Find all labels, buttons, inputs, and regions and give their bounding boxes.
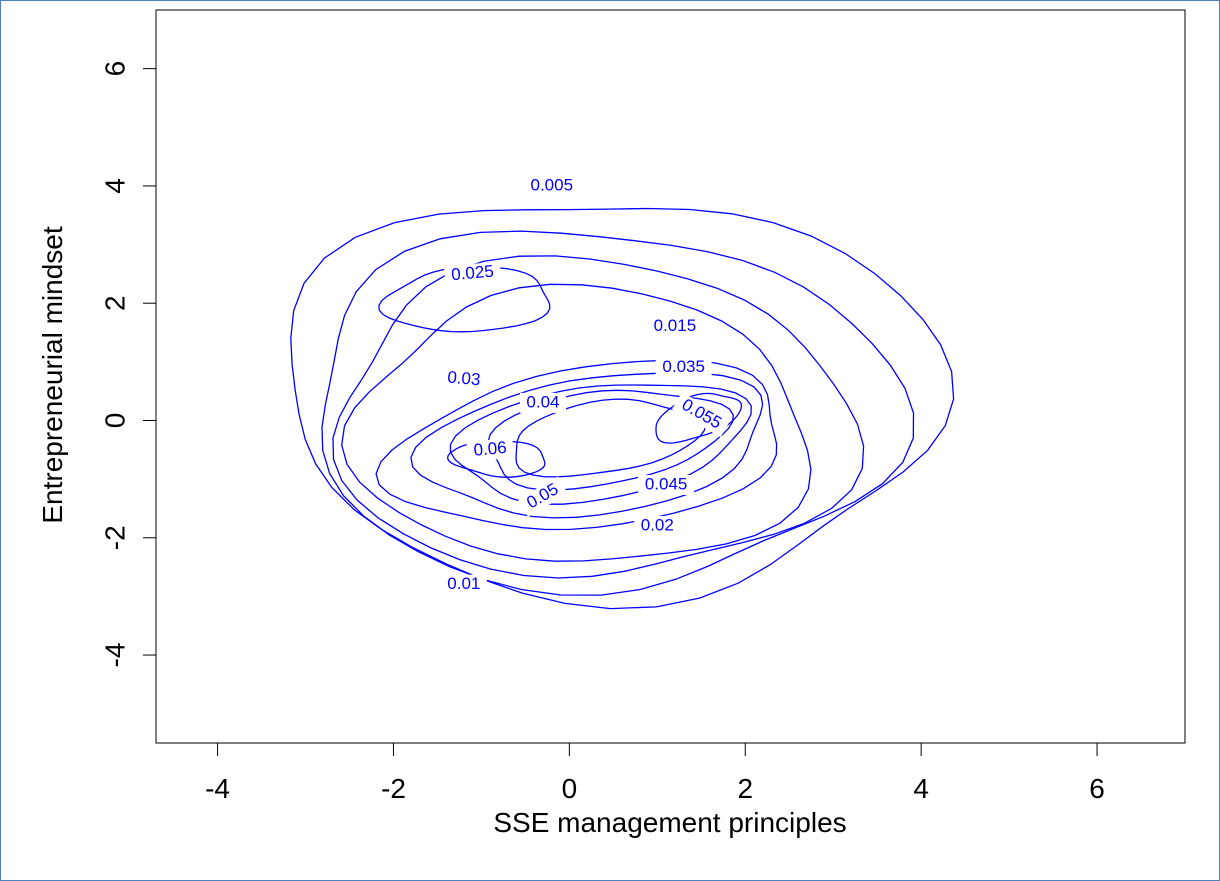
contour-line-0.03 (375, 359, 778, 531)
contour-label: 0.01 (447, 574, 480, 593)
y-tick-label: 2 (99, 295, 130, 311)
contour-label: 0.03 (447, 368, 482, 390)
contour-label: 0.02 (641, 516, 674, 535)
contour-label-bg (672, 391, 731, 438)
y-tick-label: -2 (99, 525, 130, 550)
contour-line-0.055 (655, 392, 743, 444)
y-axis-label: Entrepreneurial mindset (37, 226, 68, 523)
contour-labels: 0.005 0.025 0.015 0.035 0.03 0.04 0.055 0.06 0.0… (440, 175, 731, 595)
contour-label-bg (440, 574, 487, 595)
contour-label: 0.025 (451, 262, 495, 285)
contour-lines (290, 207, 955, 610)
contour-label-bg (440, 367, 488, 392)
contour-line-0.04 (449, 384, 752, 505)
contour-label: 0.04 (526, 392, 559, 411)
contour-line-0.06 (446, 440, 546, 478)
x-tick-label: 6 (1089, 773, 1105, 804)
contour-label: 0.035 (662, 357, 705, 376)
contour-label-bg (646, 316, 703, 337)
contour-line-0.05 (515, 398, 707, 478)
contour-label-bg (655, 357, 712, 378)
contour-line-0.025 (378, 266, 551, 333)
x-tick-label: 2 (737, 773, 753, 804)
contour-label-bg (634, 516, 681, 537)
x-axis-label: SSE management principles (493, 807, 846, 838)
contour-line-0.015 (332, 255, 865, 579)
x-tick-label: -2 (381, 773, 406, 804)
contour-label: 0.055 (679, 395, 725, 433)
contour-line-0.01 (321, 230, 915, 596)
x-tick-label: -4 (205, 773, 230, 804)
contour-label: 0.015 (654, 316, 697, 335)
contour-label-bg (519, 392, 566, 413)
contour-line-0.02 (341, 283, 812, 562)
y-axis: -4 -2 0 2 4 6 (99, 61, 157, 668)
contour-line-0.005 (290, 207, 955, 610)
contour-label-bg (523, 175, 580, 196)
x-tick-label: 4 (913, 773, 929, 804)
x-tick-label: 0 (562, 773, 578, 804)
contour-label: 0.06 (473, 438, 508, 460)
y-tick-label: 0 (99, 413, 130, 429)
x-axis: -4 -2 0 2 4 6 (205, 742, 1105, 804)
contour-label-bg (443, 261, 502, 287)
y-tick-label: -4 (99, 643, 130, 668)
y-tick-label: 4 (99, 178, 130, 194)
y-tick-label: 6 (99, 61, 130, 77)
contour-label-bg (466, 437, 514, 462)
contour-label-bg (518, 476, 568, 517)
contour-label: 0.005 (530, 175, 573, 194)
contour-label-bg (638, 474, 695, 495)
contour-label: 0.045 (645, 474, 688, 493)
